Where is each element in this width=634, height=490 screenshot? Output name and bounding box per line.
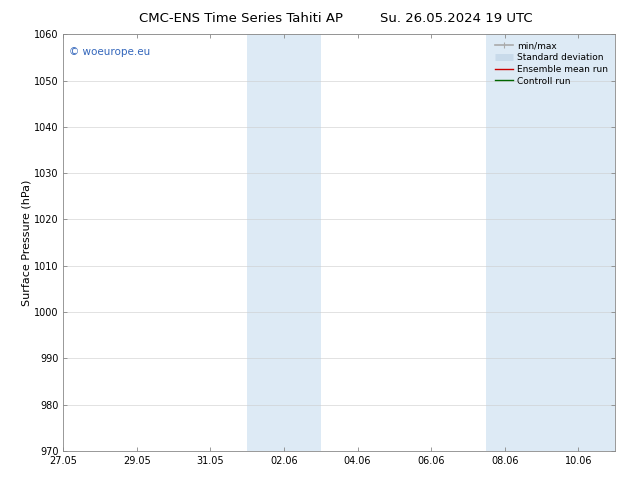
Text: © woeurope.eu: © woeurope.eu xyxy=(69,47,150,57)
Legend: min/max, Standard deviation, Ensemble mean run, Controll run: min/max, Standard deviation, Ensemble me… xyxy=(493,39,611,88)
Bar xyxy=(247,34,321,451)
Bar xyxy=(486,34,615,451)
Text: CMC-ENS Time Series Tahiti AP: CMC-ENS Time Series Tahiti AP xyxy=(139,12,343,25)
Text: Su. 26.05.2024 19 UTC: Su. 26.05.2024 19 UTC xyxy=(380,12,533,25)
Y-axis label: Surface Pressure (hPa): Surface Pressure (hPa) xyxy=(21,179,31,306)
